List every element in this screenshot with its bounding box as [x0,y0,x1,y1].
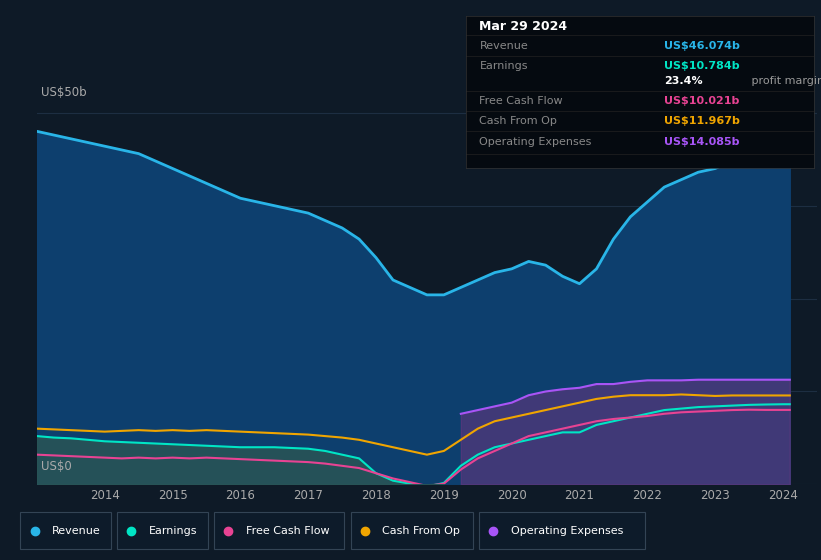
Text: Cash From Op: Cash From Op [382,526,460,535]
Text: US$46.074b: US$46.074b [664,41,741,51]
Text: Revenue: Revenue [52,526,101,535]
FancyBboxPatch shape [351,512,473,549]
Text: 23.4%: 23.4% [664,76,703,86]
Text: US$11.967b: US$11.967b [664,116,741,126]
Text: Free Cash Flow: Free Cash Flow [245,526,329,535]
Text: Revenue: Revenue [479,41,528,51]
FancyBboxPatch shape [479,512,644,549]
Text: Operating Expenses: Operating Expenses [479,137,592,147]
FancyBboxPatch shape [21,512,111,549]
Text: profit margin: profit margin [748,76,821,86]
FancyBboxPatch shape [117,512,208,549]
Text: Mar 29 2024: Mar 29 2024 [479,20,567,33]
Text: Operating Expenses: Operating Expenses [511,526,623,535]
Text: Free Cash Flow: Free Cash Flow [479,96,563,106]
FancyBboxPatch shape [214,512,344,549]
Text: US$14.085b: US$14.085b [664,137,740,147]
Text: US$10.021b: US$10.021b [664,96,740,106]
Text: Cash From Op: Cash From Op [479,116,557,126]
Text: US$0: US$0 [41,460,71,473]
Text: Earnings: Earnings [149,526,197,535]
Text: Earnings: Earnings [479,61,528,71]
Text: US$10.784b: US$10.784b [664,61,740,71]
Text: US$50b: US$50b [41,86,86,99]
